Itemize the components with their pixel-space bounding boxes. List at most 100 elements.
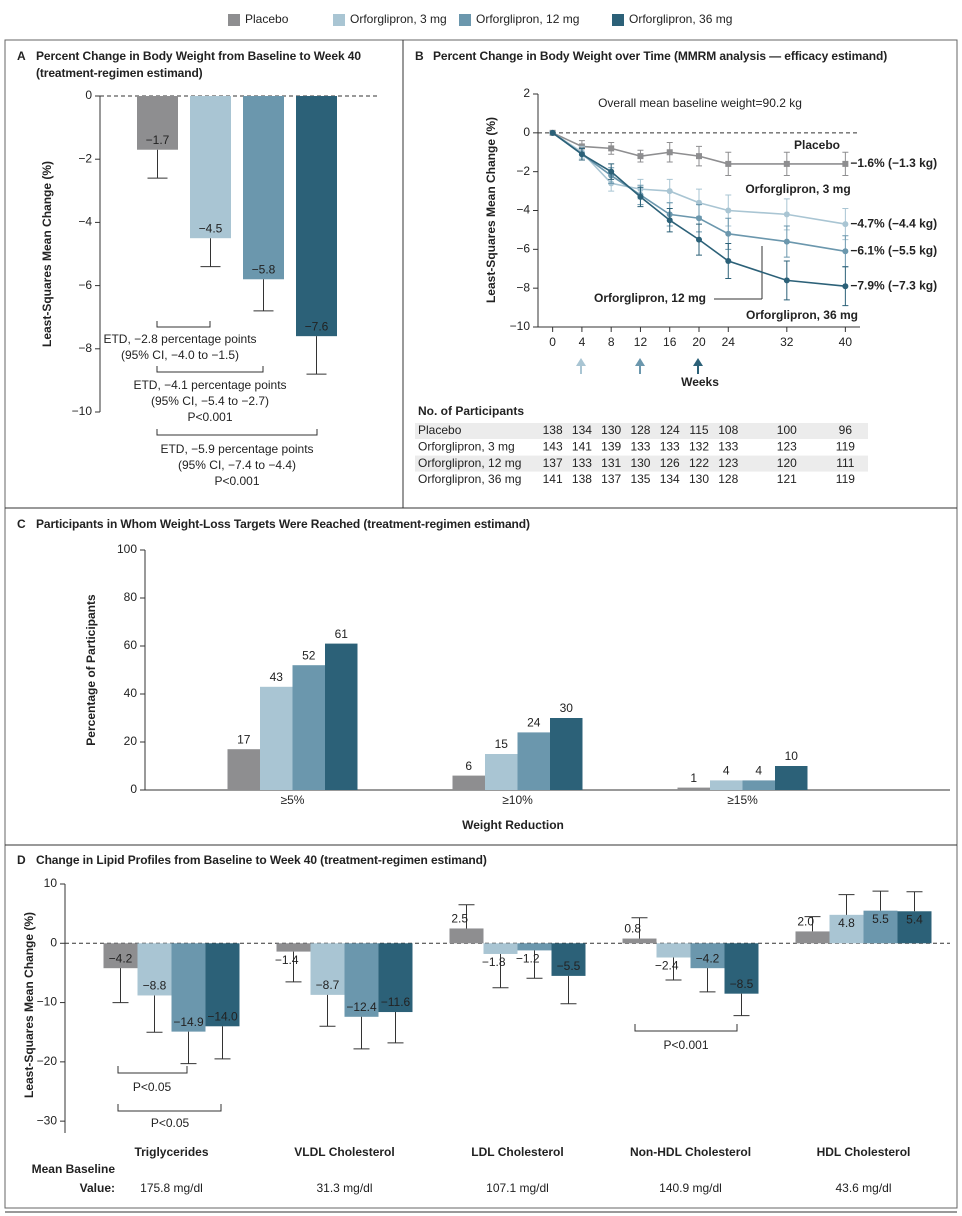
end-label: −4.7% (−4.4 kg)	[850, 216, 937, 230]
value-label: −1.4	[275, 953, 299, 967]
x-tick-label: 0	[549, 335, 556, 349]
error-bar	[180, 1031, 197, 1065]
bar	[171, 943, 206, 1032]
error-bar	[319, 994, 336, 1027]
panel-label: B	[415, 49, 424, 63]
table-cell: 128	[718, 472, 738, 486]
table-cell: 134	[572, 423, 592, 437]
error-bar	[306, 336, 327, 375]
value-label: −2.4	[655, 959, 679, 973]
x-tick-label: 8	[608, 335, 615, 349]
table-cell: 132	[689, 439, 709, 453]
x-tick-label: ≥15%	[727, 793, 758, 807]
x-tick-label: LDL Cholesterol	[471, 1145, 563, 1159]
marker	[666, 217, 673, 224]
table-cell: 138	[543, 423, 563, 437]
marker	[842, 221, 849, 228]
value-label: −12.4	[346, 1000, 377, 1014]
marker	[842, 283, 849, 290]
annotation: (95% CI, −7.4 to −4.4)	[178, 458, 296, 472]
error-bar	[631, 917, 648, 939]
annotation: (95% CI, −5.4 to −2.7)	[151, 394, 269, 408]
value-label: 15	[495, 737, 509, 751]
y-tick-label: −8	[78, 341, 92, 355]
bar	[296, 96, 337, 337]
table-cell: 135	[630, 472, 650, 486]
x-axis-label: Weeks	[681, 375, 719, 389]
table-title: No. of Participants	[418, 404, 524, 418]
bar	[310, 943, 345, 995]
marker	[783, 211, 790, 218]
y-tick-label: 0	[50, 935, 57, 949]
table-stripe	[415, 423, 868, 439]
y-tick-label: −6	[78, 278, 92, 292]
y-tick-label: −4	[516, 203, 530, 217]
bar	[742, 780, 775, 790]
table-cell: 141	[543, 472, 563, 486]
bar	[677, 787, 710, 790]
legend-swatch	[228, 14, 240, 26]
series-label: Orforglipron, 3 mg	[745, 182, 850, 196]
value-label: −1.2	[516, 952, 540, 966]
x-tick-label: ≥10%	[502, 793, 533, 807]
value-label: −8.8	[143, 979, 167, 993]
error-bar	[214, 1026, 231, 1060]
y-tick-label: 2	[523, 86, 530, 100]
value-label: −4.5	[199, 221, 223, 235]
table-cell: 123	[777, 439, 797, 453]
y-tick-label: 60	[124, 638, 138, 652]
bar	[775, 766, 808, 790]
y-tick-label: −2	[516, 164, 530, 178]
bar	[550, 718, 583, 790]
error-bar	[804, 916, 821, 932]
series-label: Orforglipron, 36 mg	[746, 308, 858, 322]
error-bar	[526, 950, 543, 979]
table-cell: 122	[689, 456, 709, 470]
frame	[4, 39, 958, 1213]
table-cell: 133	[718, 439, 738, 453]
table-cell: 137	[601, 472, 621, 486]
marker	[608, 145, 615, 152]
x-tick-label: 32	[780, 335, 794, 349]
bar	[690, 943, 725, 969]
table-cell: 121	[777, 472, 797, 486]
table-cell: 141	[572, 439, 592, 453]
annotation: P<0.001	[663, 1038, 708, 1052]
panel-title: Percent Change in Body Weight over Time …	[433, 49, 888, 63]
table-cell: 131	[601, 456, 621, 470]
table-cell: 133	[660, 439, 680, 453]
error-bar	[665, 957, 682, 981]
y-axis-label: Least-Squares Mean Change (%)	[484, 117, 498, 303]
y-tick-label: 40	[124, 686, 138, 700]
legend-swatch	[459, 14, 471, 26]
marker	[783, 277, 790, 284]
bar	[137, 96, 178, 150]
x-tick-label: 20	[692, 335, 706, 349]
y-tick-label: −4	[78, 215, 92, 229]
marker	[842, 248, 849, 255]
baseline-value: 31.3 mg/dl	[316, 1181, 372, 1195]
legend-swatch	[333, 14, 345, 26]
y-tick-label: −10	[37, 995, 58, 1009]
dose-arrows	[576, 358, 703, 374]
bar	[137, 943, 172, 996]
table-cell: 120	[777, 456, 797, 470]
panel-label: D	[17, 853, 26, 867]
annotation: P<0.05	[133, 1080, 172, 1094]
bar	[517, 943, 552, 951]
table-stripe	[415, 455, 868, 472]
table-row-label: Placebo	[418, 423, 462, 437]
value-label: −4.2	[109, 951, 133, 965]
series-label: Orforglipron, 12 mg	[594, 291, 706, 305]
error-bar	[146, 995, 163, 1033]
panel-title: Change in Lipid Profiles from Baseline t…	[36, 853, 487, 867]
marker	[637, 193, 644, 200]
bar	[551, 943, 586, 976]
annotation: ETD, −5.9 percentage points	[160, 442, 313, 456]
marker	[696, 153, 702, 160]
value-label: 4.8	[838, 916, 855, 930]
value-label: −1.7	[146, 133, 170, 147]
y-tick-label: −2	[78, 151, 92, 165]
